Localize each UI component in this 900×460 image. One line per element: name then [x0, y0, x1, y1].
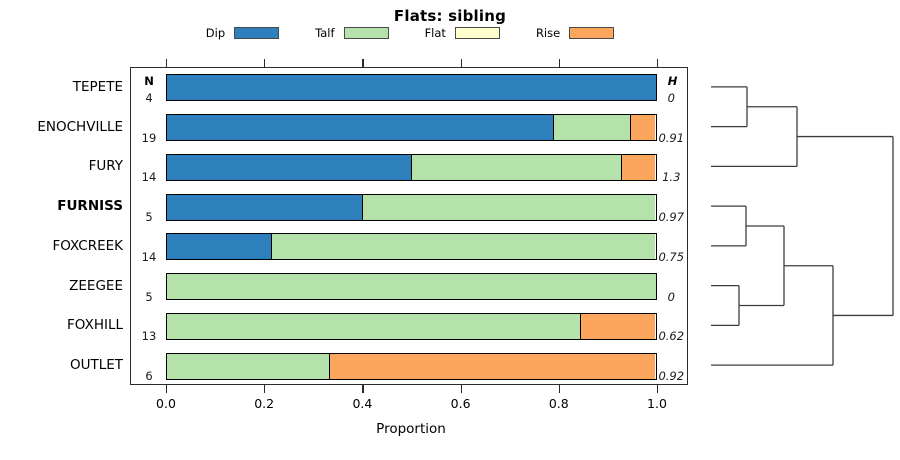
stacked-bar — [165, 273, 657, 301]
legend-label: Rise — [535, 26, 561, 40]
bar-segment-talf — [166, 313, 581, 339]
bottom-tick — [558, 385, 561, 393]
n-column-header: N — [144, 74, 154, 88]
bar-segment-talf — [166, 353, 330, 379]
row-label: FURY — [88, 158, 123, 175]
h-value: 0.75 — [658, 249, 685, 264]
legend-item-flat: Flat — [425, 26, 500, 40]
legend-label: Dip — [205, 26, 226, 40]
n-value: 14 — [141, 249, 157, 264]
bar-segment-dip — [166, 75, 656, 101]
bar-segment-rise — [329, 353, 656, 379]
bottom-tick — [657, 385, 659, 393]
top-tick — [264, 59, 266, 67]
n-value: 14 — [141, 170, 157, 185]
top-tick — [362, 59, 364, 67]
h-value: 0.91 — [658, 130, 685, 145]
tick-label: 1.0 — [647, 396, 667, 411]
n-value: 13 — [141, 329, 157, 344]
bottom-tick — [460, 385, 462, 393]
n-value: 19 — [141, 130, 157, 145]
stacked-bar — [165, 193, 657, 221]
legend-swatch — [343, 27, 389, 39]
bar-segment-dip — [166, 115, 553, 141]
tick-label: 0.6 — [450, 396, 471, 411]
stacked-bar — [165, 352, 657, 380]
tick-label: 0.0 — [156, 396, 176, 411]
stacked-bar — [165, 312, 657, 340]
legend: Dip Talf Flat Rise — [130, 26, 690, 40]
tick-label: 0.2 — [254, 396, 275, 411]
legend-swatch — [454, 27, 500, 39]
n-value: 4 — [145, 90, 153, 105]
bottom-tick — [264, 385, 266, 393]
stacked-bar — [165, 74, 657, 102]
top-tick — [558, 59, 561, 67]
y-axis-labels: TEPETE ENOCHVILLE FURY FURNISS FOXCREEK ZEEGE… — [0, 67, 123, 385]
row-label: FOXCREEK — [52, 237, 123, 254]
legend-label: Talf — [315, 26, 335, 40]
stacked-bar — [165, 233, 657, 261]
bottom-tick — [166, 385, 168, 393]
top-tick — [166, 59, 168, 67]
bar-segment-talf — [552, 115, 630, 141]
bottom-tick — [362, 385, 364, 393]
plot-area: 4 0 19 0.91 14 1.3 5 0.97 14 0.75 5 0 13 0.62 6 0.92 — [130, 67, 688, 385]
top-tick — [657, 59, 659, 67]
row-label: OUTLET — [69, 357, 123, 374]
legend-label: Flat — [424, 26, 446, 40]
stacked-bar — [165, 153, 657, 181]
legend-item-rise: Rise — [535, 26, 615, 40]
h-value: 0.62 — [658, 329, 685, 344]
row-label: TEPETE — [72, 78, 123, 95]
n-value: 5 — [145, 289, 153, 304]
legend-swatch — [234, 27, 280, 39]
row-label: ZEEGEE — [69, 277, 123, 294]
bar-segment-talf — [362, 194, 656, 220]
h-value: 0 — [667, 289, 675, 304]
row-label: FURNISS — [57, 198, 123, 215]
bar-segment-talf — [411, 154, 621, 180]
bar-segment-rise — [580, 313, 656, 339]
h-value: 1.3 — [662, 170, 681, 185]
bar-segment-talf — [166, 274, 656, 300]
row-label: FOXHILL — [67, 317, 123, 334]
bar-segment-rise — [629, 115, 656, 141]
h-value: 0.92 — [658, 369, 685, 383]
bar-segment-dip — [166, 194, 363, 220]
row-label: ENOCHVILLE — [37, 118, 123, 135]
tick-label: 0.4 — [352, 396, 373, 411]
legend-item-dip: Dip — [205, 26, 280, 40]
x-axis-title: Proportion — [376, 421, 446, 437]
legend-item-talf: Talf — [315, 26, 389, 40]
n-value: 6 — [145, 369, 153, 383]
top-tick — [460, 59, 462, 67]
bar-segment-rise — [620, 154, 656, 180]
bar-segment-dip — [166, 154, 411, 180]
stacked-bar — [165, 114, 657, 142]
bar-segment-dip — [166, 234, 272, 260]
legend-swatch — [569, 27, 615, 39]
tick-label: 0.8 — [548, 396, 569, 411]
h-value: 0 — [667, 90, 675, 105]
h-column-header: H — [667, 74, 678, 88]
chart-title: Flats: sibling — [393, 7, 507, 25]
n-value: 5 — [145, 210, 153, 224]
bar-segment-talf — [271, 234, 656, 260]
h-value: 0.97 — [658, 210, 685, 224]
